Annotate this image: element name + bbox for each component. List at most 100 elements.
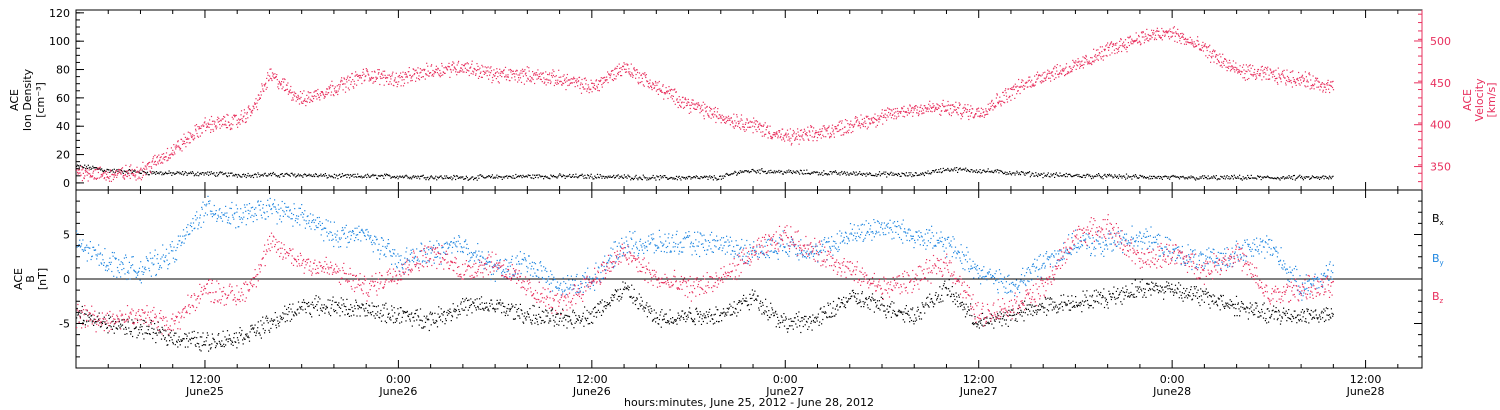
data-point xyxy=(485,72,487,74)
data-point xyxy=(234,116,236,118)
data-point xyxy=(782,137,784,139)
data-point xyxy=(1087,63,1089,65)
data-point xyxy=(1076,64,1078,66)
data-point xyxy=(896,173,898,175)
data-point xyxy=(92,172,94,174)
data-point xyxy=(745,129,747,131)
data-point xyxy=(141,326,143,328)
data-point xyxy=(219,171,221,173)
data-point xyxy=(997,103,999,105)
data-point xyxy=(910,109,912,111)
data-point xyxy=(290,85,292,88)
data-point xyxy=(970,112,972,114)
data-point xyxy=(538,174,540,176)
data-point xyxy=(388,174,390,176)
data-point xyxy=(955,108,957,111)
data-point xyxy=(1274,78,1276,80)
data-point xyxy=(930,106,932,108)
data-point xyxy=(1231,66,1233,68)
data-point xyxy=(771,138,773,140)
data-point xyxy=(1300,82,1303,84)
data-point xyxy=(458,60,460,62)
data-point xyxy=(97,171,99,174)
data-point xyxy=(616,65,618,67)
data-point xyxy=(403,176,405,178)
data-point xyxy=(1236,68,1238,71)
data-point xyxy=(1126,177,1128,179)
data-point xyxy=(586,90,588,92)
data-point xyxy=(561,175,564,178)
data-point xyxy=(316,93,318,95)
data-point xyxy=(436,320,438,322)
data-point xyxy=(267,322,269,324)
data-point xyxy=(1245,64,1247,66)
data-point xyxy=(1291,176,1293,178)
data-point xyxy=(302,176,304,178)
data-point xyxy=(697,102,700,104)
data-point xyxy=(533,314,535,316)
data-point xyxy=(872,174,874,176)
data-point xyxy=(250,176,252,178)
data-point xyxy=(840,172,842,174)
data-point xyxy=(420,175,423,177)
data-point xyxy=(1219,65,1221,67)
data-point xyxy=(868,118,870,120)
data-point xyxy=(240,110,243,112)
data-point xyxy=(935,169,937,171)
data-point xyxy=(651,89,653,91)
data-point xyxy=(698,104,701,106)
data-point xyxy=(596,177,598,179)
data-point xyxy=(673,89,675,91)
data-point xyxy=(530,321,532,324)
data-point xyxy=(176,340,178,342)
data-point xyxy=(558,69,560,71)
data-point xyxy=(1167,177,1169,179)
data-point xyxy=(536,321,538,323)
data-point xyxy=(829,137,831,139)
data-point xyxy=(883,114,885,116)
data-point xyxy=(214,174,216,176)
data-point xyxy=(540,78,542,81)
data-point xyxy=(1234,176,1236,178)
data-point xyxy=(886,176,888,178)
data-point xyxy=(159,171,161,173)
data-point xyxy=(1028,76,1030,78)
data-point xyxy=(1045,174,1047,176)
data-point xyxy=(956,111,958,113)
data-point xyxy=(491,303,493,305)
data-point xyxy=(507,303,510,306)
data-point xyxy=(1123,45,1125,47)
data-point xyxy=(1032,173,1034,175)
data-point xyxy=(599,174,601,176)
data-point xyxy=(1023,88,1025,90)
data-point xyxy=(84,324,86,326)
data-point xyxy=(523,176,525,178)
data-point xyxy=(162,335,164,337)
data-point xyxy=(389,316,391,318)
data-point xyxy=(634,300,636,302)
data-point xyxy=(863,117,865,119)
data-point xyxy=(332,176,334,178)
data-point xyxy=(186,338,188,340)
data-point xyxy=(181,340,183,342)
data-point xyxy=(307,98,309,100)
data-point xyxy=(621,293,623,295)
data-point xyxy=(975,171,977,173)
data-point xyxy=(352,310,354,312)
data-point xyxy=(303,174,305,176)
data-point xyxy=(181,143,184,145)
data-point xyxy=(378,69,380,71)
data-point xyxy=(342,299,344,301)
data-point xyxy=(613,74,615,76)
data-point xyxy=(712,113,714,115)
data-point xyxy=(1036,78,1038,80)
data-point xyxy=(548,74,550,76)
data-point xyxy=(1044,78,1046,80)
data-point xyxy=(550,174,552,176)
data-point xyxy=(1101,176,1103,178)
data-point xyxy=(1102,56,1104,58)
data-point xyxy=(192,138,194,140)
data-point xyxy=(351,175,353,177)
data-point xyxy=(616,298,618,300)
data-point xyxy=(88,169,90,171)
